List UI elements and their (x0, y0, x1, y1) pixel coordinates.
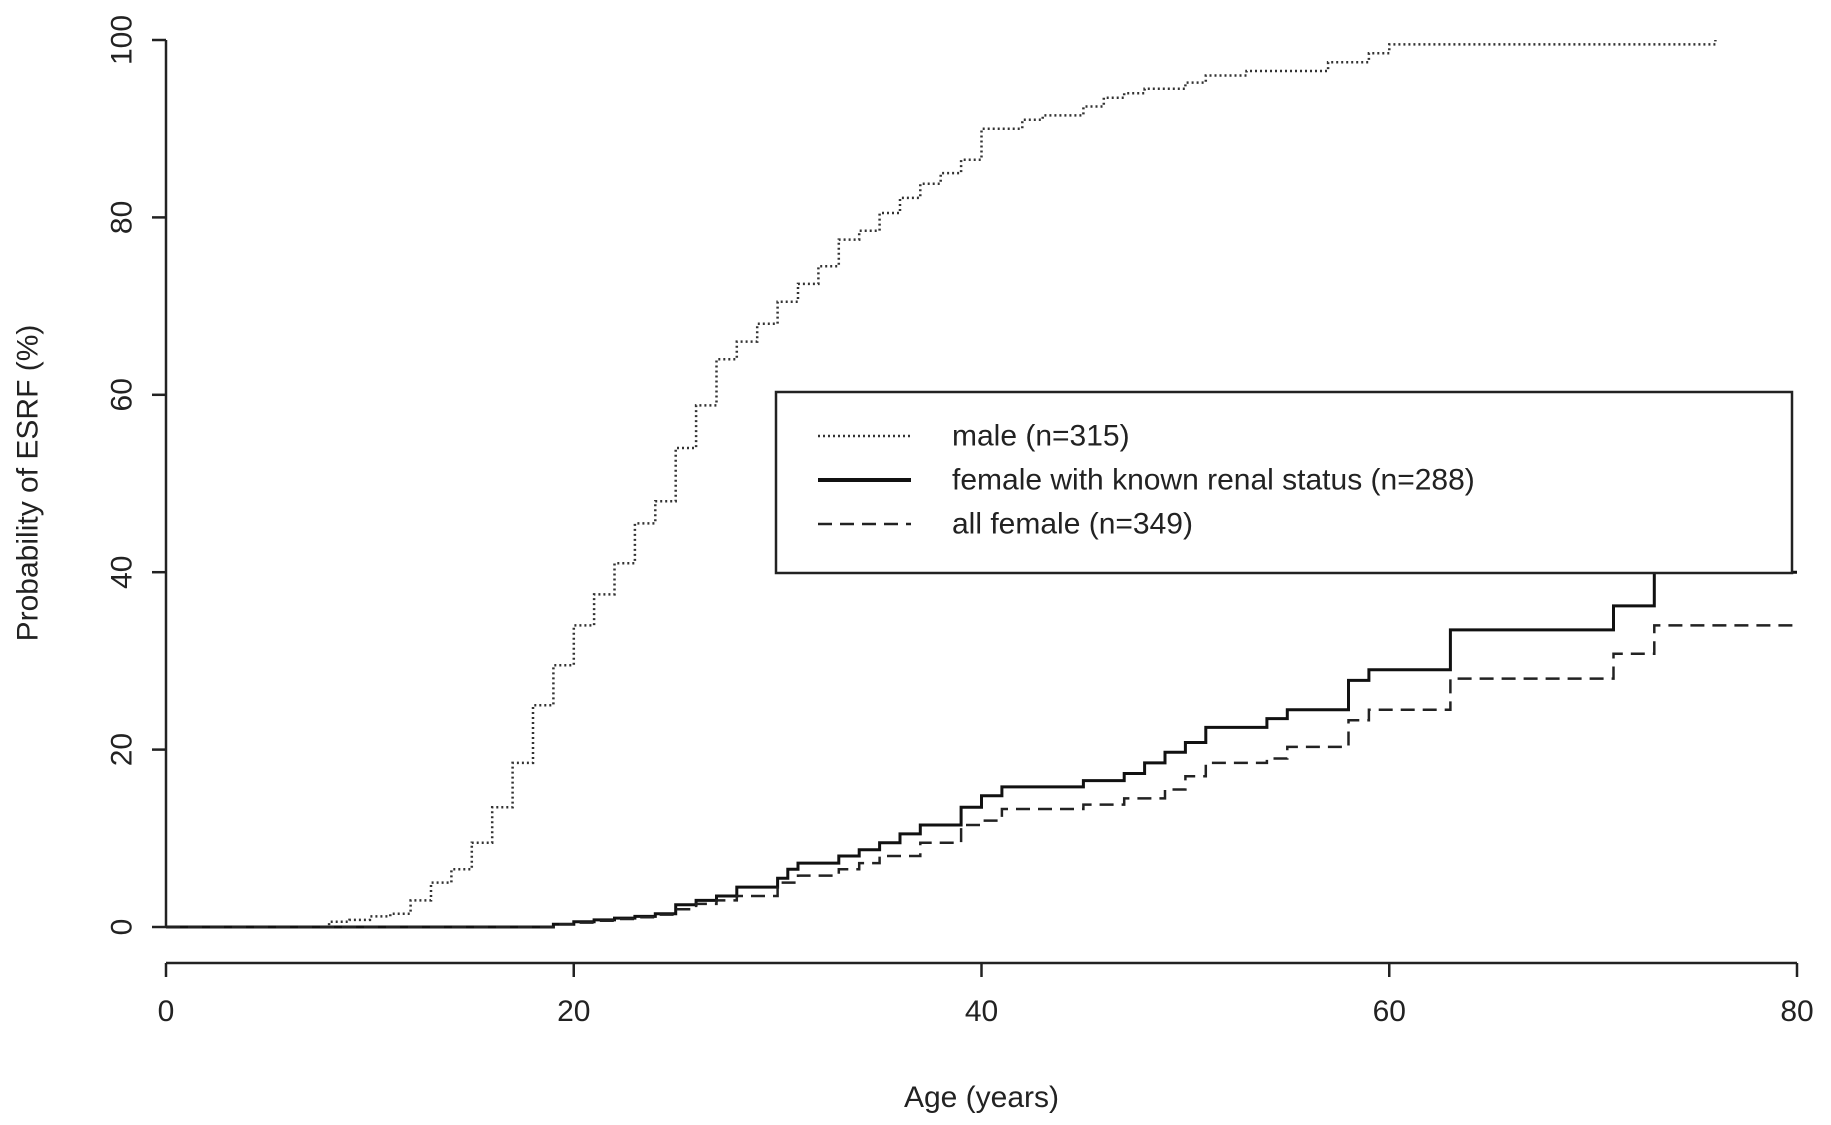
x-tick-label: 80 (1780, 995, 1813, 1028)
legend: male (n=315) female with known renal stat… (774, 390, 1794, 575)
legend-label-1: female with known renal status (n=288) (952, 464, 1475, 497)
series-line-1 (166, 570, 1797, 929)
x-tick-label: 0 (158, 995, 175, 1028)
y-tick-label: 40 (106, 556, 139, 589)
x-axis-title: Age (years) (904, 1081, 1059, 1114)
y-axis-title: Probability of ESRF (%) (12, 325, 45, 642)
y-tick-label: 80 (106, 201, 139, 234)
y-tick-label: 60 (106, 378, 139, 411)
x-tick-label: 60 (1373, 995, 1406, 1028)
plot-area (166, 40, 1797, 929)
legend-label-0: male (n=315) (952, 420, 1130, 453)
y-tick-label: 0 (106, 919, 139, 936)
series-line-2 (166, 624, 1797, 929)
y-tick-label: 100 (106, 15, 139, 65)
series-line-0 (166, 40, 1717, 929)
y-tick-label: 20 (106, 733, 139, 766)
y-axis: 0 20 40 60 80 100 (106, 15, 168, 936)
legend-label-2: all female (n=349) (952, 508, 1193, 541)
x-tick-label: 40 (965, 995, 998, 1028)
legend-box (774, 390, 1794, 575)
x-tick-label: 20 (557, 995, 590, 1028)
x-axis: 0 20 40 60 80 (158, 961, 1814, 1028)
